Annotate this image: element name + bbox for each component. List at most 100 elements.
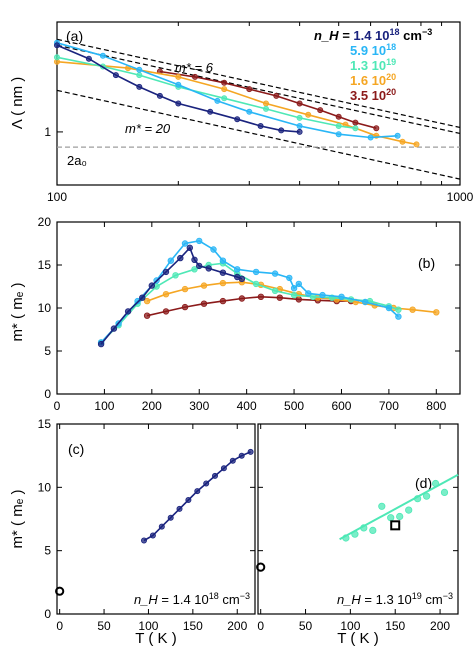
a-s1-point [296,128,303,135]
a-series-s3 [54,54,359,132]
b-series-s1 [97,244,246,348]
d-xtick-label: 0 [257,619,264,633]
a-s5-point [335,113,342,120]
d-s3-point [431,479,440,488]
panel-d-frame [257,423,459,615]
b-xtick-label: 200 [142,399,162,413]
a-s2-point [246,108,253,115]
b-s1-point [238,275,246,282]
b-s2-point [167,257,174,264]
a-series-s1 [54,42,303,135]
a-s5-point [296,100,303,107]
a-s2-point [175,81,182,88]
a-s2-point [367,134,374,141]
reference-line-0 [56,44,461,135]
legend-entry-s5: 3.5 1020 [350,87,396,103]
b-s2-point [305,290,312,297]
a-s5-point [317,107,324,114]
d-s3-point [351,530,359,538]
legend-entry-s3: 1.3 1019 [350,57,396,73]
b-s3-point [191,266,198,273]
panel-d-label: (d) [415,475,432,491]
c-ytick-label: 0 [44,607,51,621]
a-s5-point [246,86,253,93]
panel-a-ylabel: Λ ( nm ) [9,77,26,130]
legend-entry-s1: n_H = 1.4 1018 cm−3 [314,27,432,43]
a-s4-point [262,100,269,107]
a-s1-point [175,100,182,107]
b-s2-point [385,304,393,312]
panel-a: (a) Λ ( nm ) 100 1000 1 2a₀ m* = 6 m* = 20 n… [9,21,474,204]
a-s1-point [257,123,264,130]
b-s5-point [295,296,302,303]
b-s2-point [286,274,293,282]
a-s5-point [221,79,228,86]
b-s3-point [271,287,279,294]
b-xtick-label: 700 [379,399,399,413]
b-s2-point [295,280,302,288]
a-xtick-label: 100 [47,190,67,204]
b-s2-point [290,285,298,292]
b-s1-point [148,282,155,289]
b-xtick-label: 800 [426,399,446,413]
bohr-radius-label: 2a₀ [67,153,87,168]
c-ytick-label: 10 [38,480,52,494]
a-s5-point [373,125,380,132]
a-s5-point [273,92,280,99]
b-xtick-label: 500 [284,399,304,413]
b-xtick-label: 0 [54,399,61,413]
b-s2-point [271,270,279,277]
c-ytick-label: 15 [38,417,52,431]
b-xtick-label: 400 [237,399,257,413]
a-s2-point [394,132,401,139]
b-s5-point [200,300,208,307]
b-s1-point [124,308,132,315]
a-line-s5 [159,70,377,129]
b-s1-point [191,256,198,263]
a-s2-point [214,97,221,104]
mstar-20-label: m* = 20 [125,121,171,136]
legend-entry-s2: 5.9 1018 [350,42,396,58]
a-s1-point [136,83,143,90]
legend-entry-s4: 1.6 1020 [350,72,396,88]
a-s4-point [175,73,182,80]
a-s3-point [136,72,143,79]
b-s4-point [409,306,416,313]
a-s2-point [136,66,143,73]
b-s4-point [181,285,189,293]
b-line-s2 [100,240,399,343]
a-s1-point [156,92,163,99]
a-s2-point [99,52,106,59]
panel-c-xlabel: T ( K ) [135,630,176,647]
b-s1-point [186,244,193,251]
b-s1-point [195,262,203,270]
a-s3-point [54,54,61,61]
b-s2-point [219,257,227,264]
b-s1-point [139,294,146,301]
b-series-s2 [97,237,402,346]
mstar-6-label: m* = 6 [175,60,214,75]
a-s5-point [352,119,359,126]
b-s4-point [219,279,227,287]
c-ytick-label: 5 [44,544,51,558]
panel-c-label: (c) [68,441,84,457]
b-s5-point [181,303,189,311]
c-xtick-label: 50 [97,619,111,633]
c-s1-point [185,496,192,503]
c-s1-point [247,448,254,455]
b-s2-point [338,293,345,300]
reference-line-1 [56,89,461,180]
b-s5-point [219,297,227,305]
c-s1-point [158,523,165,530]
b-s4-point [200,282,208,289]
a-series-s4 [54,58,420,148]
c-s1-point [176,505,183,512]
panel-b-label: (b) [418,255,435,271]
b-s3-point [172,272,179,279]
b-s2-point [252,268,260,276]
reference-line-2 [56,38,461,129]
d-annotation: n_H = 1.3 1019 cm−3 [337,591,453,607]
b-s2-point [210,246,217,253]
a-s5-point [191,73,198,80]
